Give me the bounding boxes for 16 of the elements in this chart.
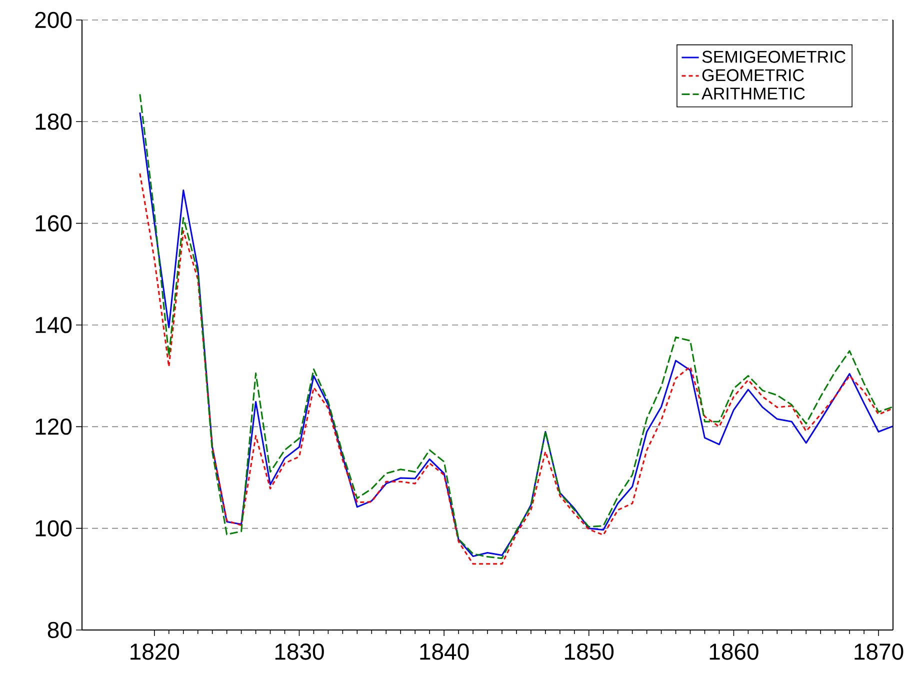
y-tick-label: 80 xyxy=(48,622,72,638)
x-tick-label: 1850 xyxy=(565,644,614,660)
legend-label: ARITHMETIC xyxy=(702,88,805,100)
legend-label: GEOMETRIC xyxy=(702,69,804,82)
x-tick-label: 1840 xyxy=(420,644,469,660)
y-tick-label: 180 xyxy=(36,114,72,130)
y-tick-label: 140 xyxy=(36,316,72,334)
y-tick-label: 160 xyxy=(36,215,72,232)
x-tick-label: 1860 xyxy=(710,644,758,660)
x-tick-label: 1830 xyxy=(275,644,324,660)
legend-label: SEMIGEOMETRIC xyxy=(702,50,846,63)
y-tick-label: 120 xyxy=(36,418,72,435)
x-tick-label: 1820 xyxy=(130,644,180,660)
x-tick-label: 1870 xyxy=(854,644,904,660)
y-tick-label: 200 xyxy=(35,12,72,28)
y-tick-label: 100 xyxy=(36,520,72,536)
